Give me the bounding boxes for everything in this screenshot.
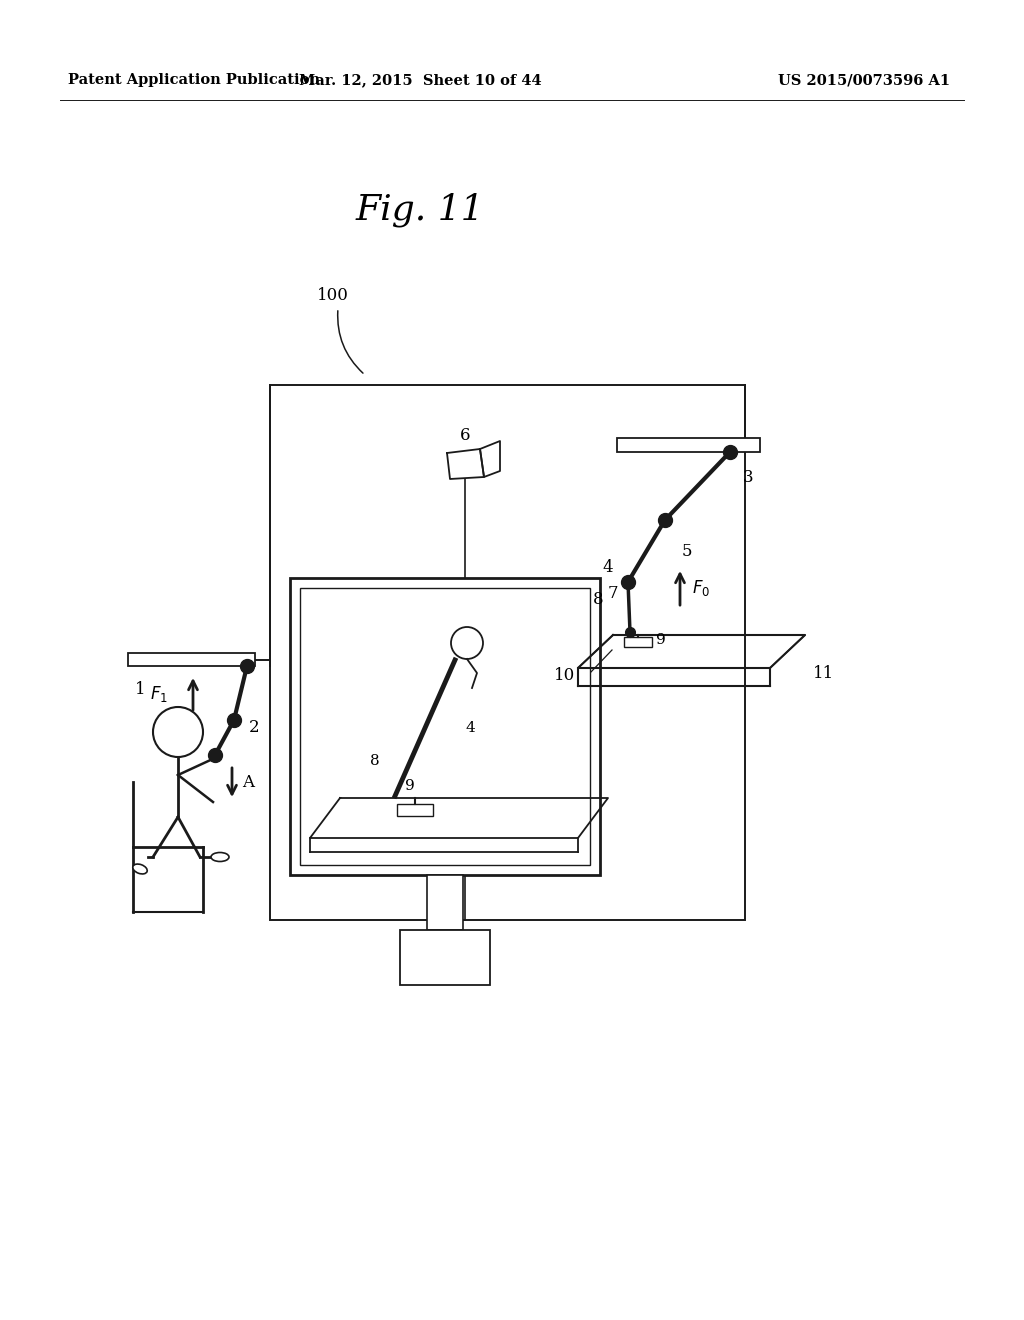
Text: Mar. 12, 2015  Sheet 10 of 44: Mar. 12, 2015 Sheet 10 of 44 xyxy=(299,73,542,87)
Text: Patent Application Publication: Patent Application Publication xyxy=(68,73,319,87)
Text: US 2015/0073596 A1: US 2015/0073596 A1 xyxy=(778,73,950,87)
Text: 6: 6 xyxy=(460,426,470,444)
Bar xyxy=(300,587,590,865)
Text: $F_1$: $F_1$ xyxy=(151,684,168,704)
Bar xyxy=(617,438,760,451)
Bar xyxy=(270,385,745,920)
Ellipse shape xyxy=(211,853,229,862)
Bar xyxy=(290,578,600,875)
Text: 11: 11 xyxy=(813,664,835,681)
Text: 100: 100 xyxy=(317,286,349,304)
Bar xyxy=(397,804,433,816)
Circle shape xyxy=(153,708,203,756)
Text: 3: 3 xyxy=(742,469,754,486)
Text: 7: 7 xyxy=(608,585,618,602)
Text: 2: 2 xyxy=(249,719,259,737)
Ellipse shape xyxy=(133,865,147,874)
Text: 8: 8 xyxy=(371,754,380,768)
Text: 9: 9 xyxy=(406,779,415,793)
Text: 1: 1 xyxy=(135,681,145,698)
Bar xyxy=(624,638,652,647)
Text: 9: 9 xyxy=(656,634,666,647)
Bar xyxy=(128,653,255,667)
Circle shape xyxy=(451,627,483,659)
Text: 4: 4 xyxy=(603,560,613,577)
Text: 10: 10 xyxy=(554,667,575,684)
Bar xyxy=(400,931,490,985)
Text: Fig. 11: Fig. 11 xyxy=(355,193,484,227)
Bar xyxy=(427,875,463,931)
Text: 5: 5 xyxy=(682,543,692,560)
Text: $F_0$: $F_0$ xyxy=(692,578,711,598)
Text: 8: 8 xyxy=(593,591,603,609)
Text: 4: 4 xyxy=(465,721,475,735)
Text: A: A xyxy=(242,774,254,791)
